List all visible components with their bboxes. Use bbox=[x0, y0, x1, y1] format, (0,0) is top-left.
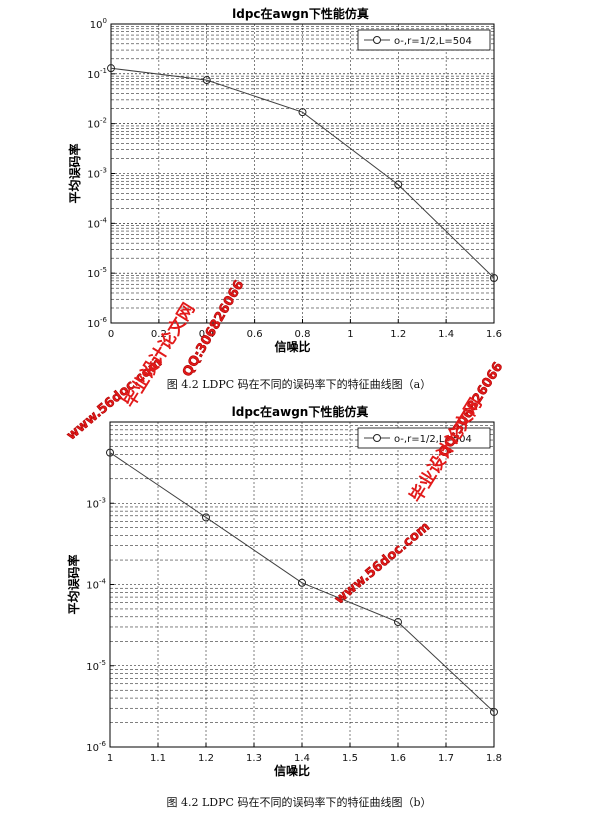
x-axis-label: 信噪比 bbox=[274, 339, 310, 354]
legend: o-,r=1/2,L=504 bbox=[357, 29, 491, 51]
x-axis-label: 信噪比 bbox=[274, 763, 310, 778]
x-tick-label: 1.2 bbox=[198, 753, 214, 764]
y-tick-label: 10-5 bbox=[86, 659, 106, 673]
x-tick-label: 0 bbox=[108, 329, 114, 340]
data-point bbox=[394, 618, 402, 627]
x-tick-label: 1.3 bbox=[246, 753, 262, 764]
caption-b: 图 4.2 LDPC 码在不同的误码率下的特征曲线图（b） bbox=[166, 796, 432, 809]
y-tick-label: 10-6 bbox=[86, 740, 106, 754]
data-point bbox=[298, 108, 307, 117]
x-tick-label: 1 bbox=[347, 329, 353, 340]
x-tick-label: 1 bbox=[107, 753, 113, 764]
data-point bbox=[106, 448, 114, 457]
data-point bbox=[202, 513, 210, 522]
x-tick-label: 1.2 bbox=[390, 329, 406, 340]
legend-label: o-,r=1/2,L=504 bbox=[394, 36, 472, 47]
y-tick-label: 10-5 bbox=[87, 266, 107, 280]
legend-box bbox=[357, 427, 491, 449]
caption-a: 图 4.2 LDPC 码在不同的误码率下的特征曲线图（a） bbox=[166, 378, 432, 391]
series-line bbox=[110, 67, 495, 279]
x-tick-label: 1.8 bbox=[486, 753, 502, 764]
x-tick-label: 1.6 bbox=[486, 329, 502, 340]
x-tick-label: 0.8 bbox=[295, 329, 311, 340]
x-tick-label: 0.2 bbox=[151, 329, 167, 340]
y-tick-label: 10-3 bbox=[87, 167, 107, 181]
legend-label: o-,r=1/2,L=504 bbox=[394, 434, 472, 445]
x-tick-label: 0.4 bbox=[199, 329, 215, 340]
x-tick-label: 0.6 bbox=[247, 329, 263, 340]
x-tick-label: 1.7 bbox=[438, 753, 454, 764]
x-tick-label: 1.4 bbox=[438, 329, 454, 340]
data-point bbox=[394, 180, 403, 189]
data-point bbox=[490, 273, 498, 282]
legend: o-,r=1/2,L=504 bbox=[357, 427, 491, 449]
y-tick-label: 10-4 bbox=[87, 216, 107, 230]
x-tick-label: 1.5 bbox=[342, 753, 358, 764]
y-tick-label: 100 bbox=[90, 17, 107, 31]
chart-title: ldpc在awgn下性能仿真 bbox=[232, 6, 369, 21]
chart-b: 1 1.1 1.2 1.3 1.4 1.5 1.6 1.7 1.8 10-3 10-4 10-5 10-… bbox=[66, 404, 502, 778]
chart-a: 0 0.2 0.4 0.6 0.8 1 1.2 1.4 1.6 100 10-1 10-2 10-3 10… bbox=[67, 6, 502, 354]
data-point bbox=[107, 64, 115, 73]
legend-box bbox=[357, 29, 491, 51]
y-tick-label: 10-3 bbox=[86, 496, 106, 510]
y-tick-label: 10-4 bbox=[86, 578, 106, 592]
y-tick-label: 10-1 bbox=[87, 67, 107, 81]
x-tick-label: 1.1 bbox=[150, 753, 166, 764]
legend-marker bbox=[373, 36, 381, 44]
series-line bbox=[109, 452, 495, 713]
data-point bbox=[298, 578, 306, 587]
y-tick-label: 10-2 bbox=[87, 117, 107, 131]
x-tick-label: 1.4 bbox=[294, 753, 310, 764]
y-axis-label: 平均误码率 bbox=[67, 143, 82, 203]
y-axis-label: 平均误码率 bbox=[66, 554, 81, 614]
data-point bbox=[490, 707, 498, 716]
chart-title: ldpc在awgn下性能仿真 bbox=[232, 404, 369, 419]
x-tick-label: 1.6 bbox=[390, 753, 406, 764]
legend-marker bbox=[373, 434, 381, 442]
y-tick-label: 10-6 bbox=[87, 316, 107, 330]
data-point bbox=[202, 76, 211, 85]
